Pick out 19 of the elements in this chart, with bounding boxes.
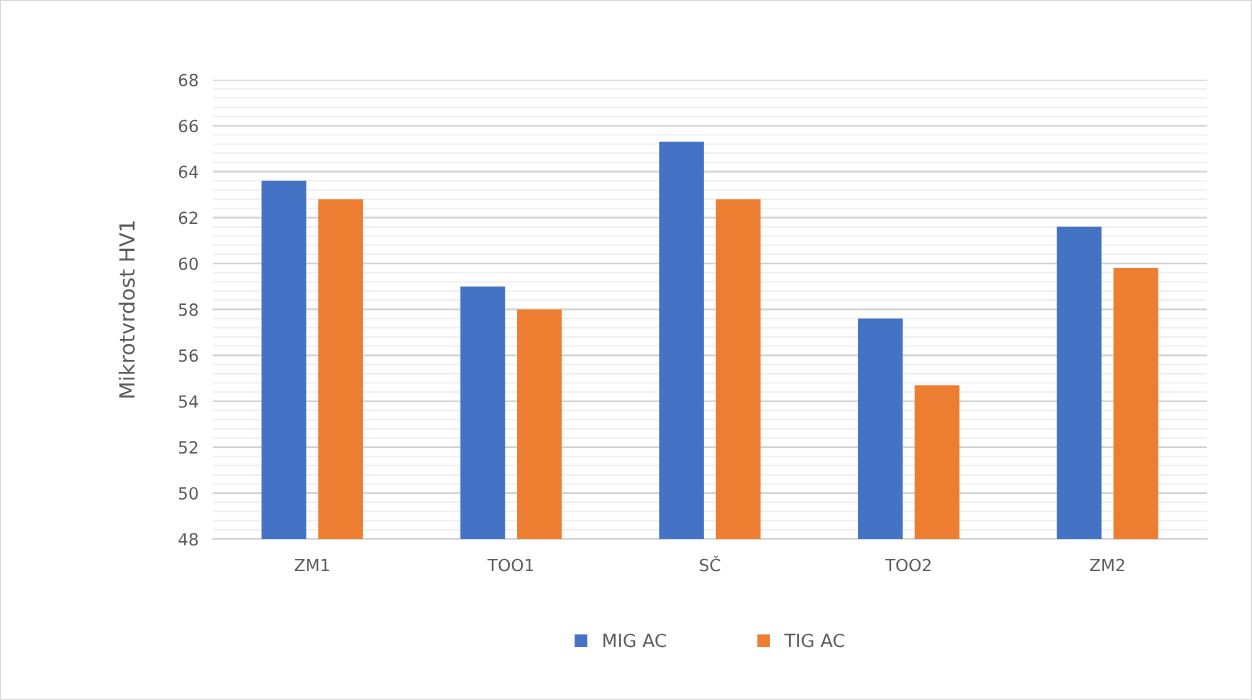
y-axis-title: Mikrotvrdost HV1: [118, 221, 135, 398]
x-tick-label: TOO1: [487, 558, 534, 572]
x-tick-label: SČ: [699, 555, 721, 572]
y-tick-label: 58: [179, 303, 198, 316]
y-tick-label: 66: [178, 119, 198, 133]
y-tick-label: 68: [178, 73, 198, 87]
legend-label: MIG AC: [603, 633, 667, 648]
y-tick-label: 48: [178, 532, 198, 546]
legend-label: TIG AC: [784, 633, 845, 648]
y-tick-label: 60: [178, 257, 198, 271]
y-tick-label: 52: [179, 441, 198, 454]
y-tick-label: 50: [179, 487, 198, 500]
y-tick-label: 54: [179, 395, 199, 408]
x-tick-label: TOO2: [885, 558, 931, 572]
y-tick-label: 62: [178, 211, 198, 225]
y-tick-label: 64: [178, 165, 199, 179]
x-tick-label: ZM2: [1090, 558, 1125, 572]
y-tick-label: 56: [179, 349, 198, 362]
x-tick-label: ZM1: [294, 558, 329, 572]
